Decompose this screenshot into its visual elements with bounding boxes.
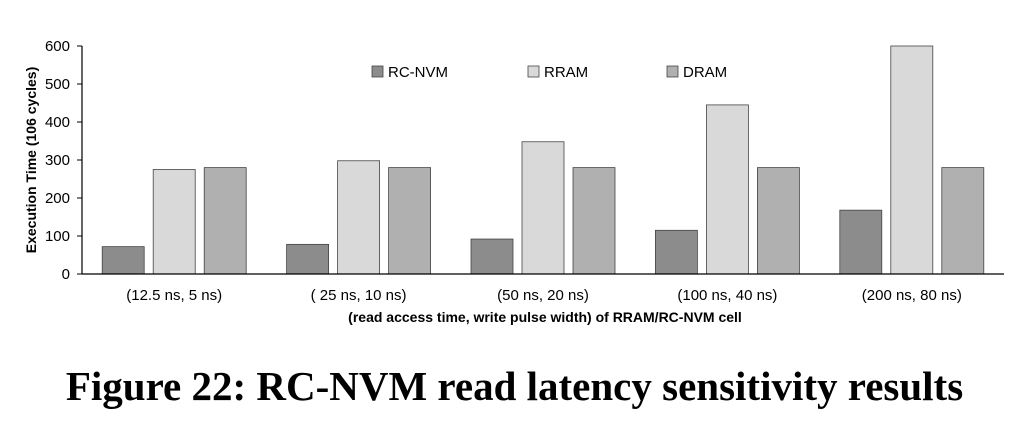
bar-rc-nvm	[839, 209, 883, 275]
y-tick-label: 0	[62, 266, 70, 283]
legend-swatch	[666, 65, 679, 78]
legend-label: RC-NVM	[388, 64, 448, 81]
bar-dram	[388, 167, 432, 275]
bar-rram	[152, 169, 196, 275]
bar-rram	[337, 160, 381, 275]
bar-rram	[521, 141, 565, 275]
y-tick-label: 600	[45, 38, 70, 55]
bar-rc-nvm	[655, 229, 698, 275]
legend: RC-NVM RRAM DRAM	[371, 64, 727, 81]
figure-caption: Figure 22: RC-NVM read latency sensitivi…	[65, 363, 964, 409]
legend-label: RRAM	[544, 64, 588, 81]
x-axis-tick-labels: (12.5 ns, 5 ns) ( 25 ns, 10 ns) (50 ns, 20…	[126, 287, 962, 304]
x-tick-label: ( 25 ns, 10 ns)	[311, 287, 407, 304]
y-tick-label: 300	[45, 152, 70, 169]
x-tick-label: (100 ns, 40 ns)	[677, 287, 777, 304]
y-tick-label: 100	[45, 228, 70, 245]
y-axis-ticks: 0 100 200 300 400 500 600	[45, 38, 82, 283]
bar-rram	[706, 104, 749, 275]
bar-chart: 0 100 200 300 400 500 600 (12.5 ns, 5 ns) ( 25 …	[23, 38, 1004, 325]
bar-rc-nvm	[286, 243, 330, 275]
x-axis-label: (read access time, write pulse width) of…	[348, 309, 742, 325]
legend-swatch	[371, 65, 384, 78]
bar-rc-nvm	[470, 238, 514, 275]
bar-dram	[572, 167, 616, 275]
bars	[101, 45, 985, 275]
bar-dram	[203, 167, 247, 275]
x-tick-label: (12.5 ns, 5 ns)	[126, 287, 222, 304]
bar-rram	[890, 45, 934, 275]
legend-swatch	[527, 65, 540, 78]
y-tick-label: 200	[45, 190, 70, 207]
legend-label: DRAM	[683, 64, 727, 81]
y-tick-label: 400	[45, 114, 70, 131]
y-axis-label: Execution Time (106 cycles)	[23, 67, 39, 254]
bar-rc-nvm	[101, 246, 145, 275]
x-tick-label: (50 ns, 20 ns)	[497, 287, 589, 304]
x-tick-label: (200 ns, 80 ns)	[862, 287, 962, 304]
bar-dram	[757, 167, 800, 275]
bar-dram	[941, 167, 985, 275]
y-tick-label: 500	[45, 76, 70, 93]
